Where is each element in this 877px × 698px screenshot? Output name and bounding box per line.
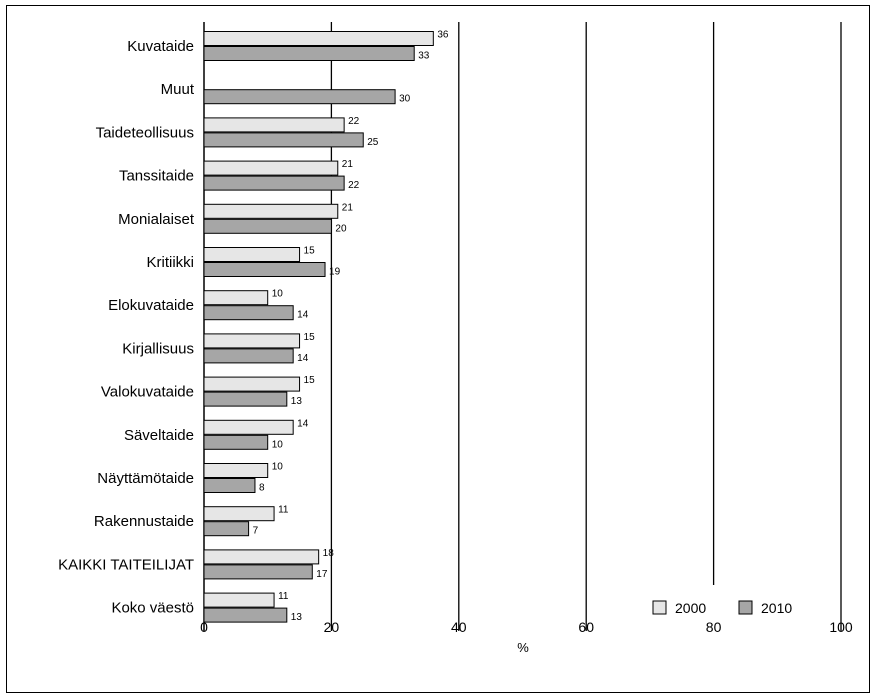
bar-2000-monialaiset (203, 203, 339, 219)
legend-swatch-2000 (652, 600, 667, 615)
value-label-2010-kritiikki: 19 (329, 267, 341, 278)
value-label-2010-rakennustaide: 7 (253, 526, 259, 537)
value-label-2000-tanssitaide: 21 (342, 159, 354, 170)
bar-2010-n-ytt-m-taide (203, 478, 256, 493)
bar-2010-s-veltaide (203, 434, 269, 450)
category-label-monialaiset: Monialaiset (118, 211, 195, 228)
x-tick-label-100: 100 (829, 619, 853, 635)
x-tick-label-0: 0 (200, 619, 208, 635)
category-label-kuvataide: Kuvataide (127, 38, 194, 55)
category-label-tanssitaide: Tanssitaide (119, 168, 194, 185)
value-label-2010-koko-v-est-: 13 (291, 612, 303, 623)
value-label-2000-kaikki-taiteilijat: 18 (323, 548, 335, 559)
bar-2010-valokuvataide (203, 391, 288, 407)
category-label-kirjallisuus: Kirjallisuus (122, 340, 194, 357)
category-label-s-veltaide: Säveltaide (124, 427, 194, 444)
bar-2000-taideteollisuus (203, 117, 345, 133)
value-label-2000-kuvataide: 36 (437, 30, 449, 41)
x-tick-label-80: 80 (706, 619, 722, 635)
chart-frame (6, 5, 870, 693)
value-label-2000-rakennustaide: 11 (278, 505, 289, 516)
bar-2000-elokuvataide (203, 290, 269, 306)
category-label-rakennustaide: Rakennustaide (94, 513, 194, 530)
bar-2000-kuvataide (203, 31, 434, 46)
x-axis-label: % (517, 640, 529, 655)
bars (203, 31, 434, 623)
category-label-koko-v-est-: Koko väestö (111, 600, 194, 617)
bar-2000-kaikki-taiteilijat (203, 549, 320, 565)
value-label-2000-valokuvataide: 15 (304, 375, 316, 386)
value-label-2010-tanssitaide: 22 (348, 180, 360, 191)
value-label-2010-kuvataide: 33 (418, 51, 430, 62)
legend-swatch-2010 (738, 600, 753, 615)
bar-2000-s-veltaide (203, 419, 294, 435)
value-label-2000-monialaiset: 21 (342, 202, 354, 213)
bar-2010-kuvataide (203, 46, 415, 61)
value-label-2010-taideteollisuus: 25 (367, 137, 379, 148)
bar-2010-elokuvataide (203, 305, 294, 321)
bar-2010-muut (203, 89, 396, 105)
value-label-2010-elokuvataide: 14 (297, 310, 309, 321)
bar-2010-kritiikki (203, 262, 326, 277)
bar-2010-koko-v-est- (203, 607, 288, 623)
x-tick-label-60: 60 (578, 619, 594, 635)
bar-2000-rakennustaide (203, 506, 275, 522)
category-label-n-ytt-m-taide: Näyttämötaide (97, 470, 194, 487)
value-label-2010-s-veltaide: 10 (272, 439, 284, 450)
bar-2000-kritiikki (203, 247, 301, 262)
value-label-2010-n-ytt-m-taide: 8 (259, 483, 265, 494)
legend-label-2000: 2000 (675, 600, 706, 616)
bar-2000-n-ytt-m-taide (203, 463, 269, 478)
value-label-2000-n-ytt-m-taide: 10 (272, 462, 284, 473)
value-label-2010-kaikki-taiteilijat: 17 (316, 569, 328, 580)
value-label-2000-kirjallisuus: 15 (304, 332, 316, 343)
category-label-muut: Muut (161, 81, 195, 98)
legend: 2000 2010 (652, 600, 792, 616)
category-label-kritiikki: Kritiikki (147, 254, 195, 271)
value-label-2000-koko-v-est-: 11 (278, 591, 289, 602)
category-labels: Kuvataide Muut Taideteollisuus Tanssitaide M… (58, 38, 195, 617)
value-label-2010-kirjallisuus: 14 (297, 353, 309, 364)
legend-label-2010: 2010 (761, 600, 792, 616)
bar-2010-rakennustaide (203, 521, 250, 537)
value-label-2000-taideteollisuus: 22 (348, 116, 360, 127)
bar-2010-taideteollisuus (203, 132, 364, 148)
value-labels: 3633302225212221201519101415141513141010… (253, 30, 449, 624)
value-label-2000-s-veltaide: 14 (297, 418, 309, 429)
bar-2010-kaikki-taiteilijat (203, 564, 313, 580)
bar-2000-valokuvataide (203, 376, 301, 392)
value-label-2000-elokuvataide: 10 (272, 289, 284, 300)
value-label-2010-valokuvataide: 13 (291, 396, 303, 407)
category-label-valokuvataide: Valokuvataide (101, 384, 194, 401)
x-tick-label-20: 20 (324, 619, 340, 635)
value-label-2000-kritiikki: 15 (304, 246, 316, 257)
value-label-2010-muut: 30 (399, 94, 411, 105)
bar-2000-koko-v-est- (203, 592, 275, 608)
bar-2010-tanssitaide (203, 175, 345, 191)
gridlines (203, 22, 842, 631)
category-label-kaikki-taiteilijat: KAIKKI TAITEILIJAT (58, 556, 194, 573)
x-tick-label-40: 40 (451, 619, 467, 635)
category-label-elokuvataide: Elokuvataide (108, 297, 194, 314)
value-label-2010-monialaiset: 20 (335, 223, 347, 234)
bar-2000-tanssitaide (203, 160, 339, 176)
bar-2010-kirjallisuus (203, 348, 294, 364)
bar-2010-monialaiset (203, 218, 332, 234)
category-label-taideteollisuus: Taideteollisuus (96, 124, 194, 141)
bar-2000-kirjallisuus (203, 333, 301, 349)
x-tick-labels: 0 20 40 60 80 100 (200, 619, 853, 635)
